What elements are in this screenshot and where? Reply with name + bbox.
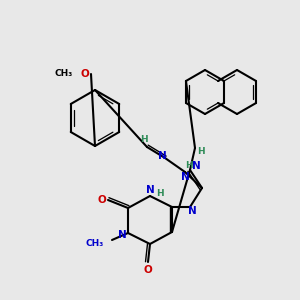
Text: O: O (98, 195, 106, 205)
Text: N: N (158, 151, 166, 161)
Text: O: O (81, 69, 89, 79)
Text: N: N (146, 185, 154, 195)
Text: H: H (156, 190, 164, 199)
Text: N: N (181, 172, 189, 182)
Text: N: N (192, 161, 200, 171)
Text: H: H (185, 160, 193, 169)
Text: O: O (144, 265, 152, 275)
Text: H: H (197, 146, 205, 155)
Text: N: N (118, 230, 126, 240)
Text: N: N (188, 206, 196, 216)
Text: CH₃: CH₃ (55, 70, 73, 79)
Text: H: H (140, 134, 148, 143)
Text: CH₃: CH₃ (86, 239, 104, 248)
